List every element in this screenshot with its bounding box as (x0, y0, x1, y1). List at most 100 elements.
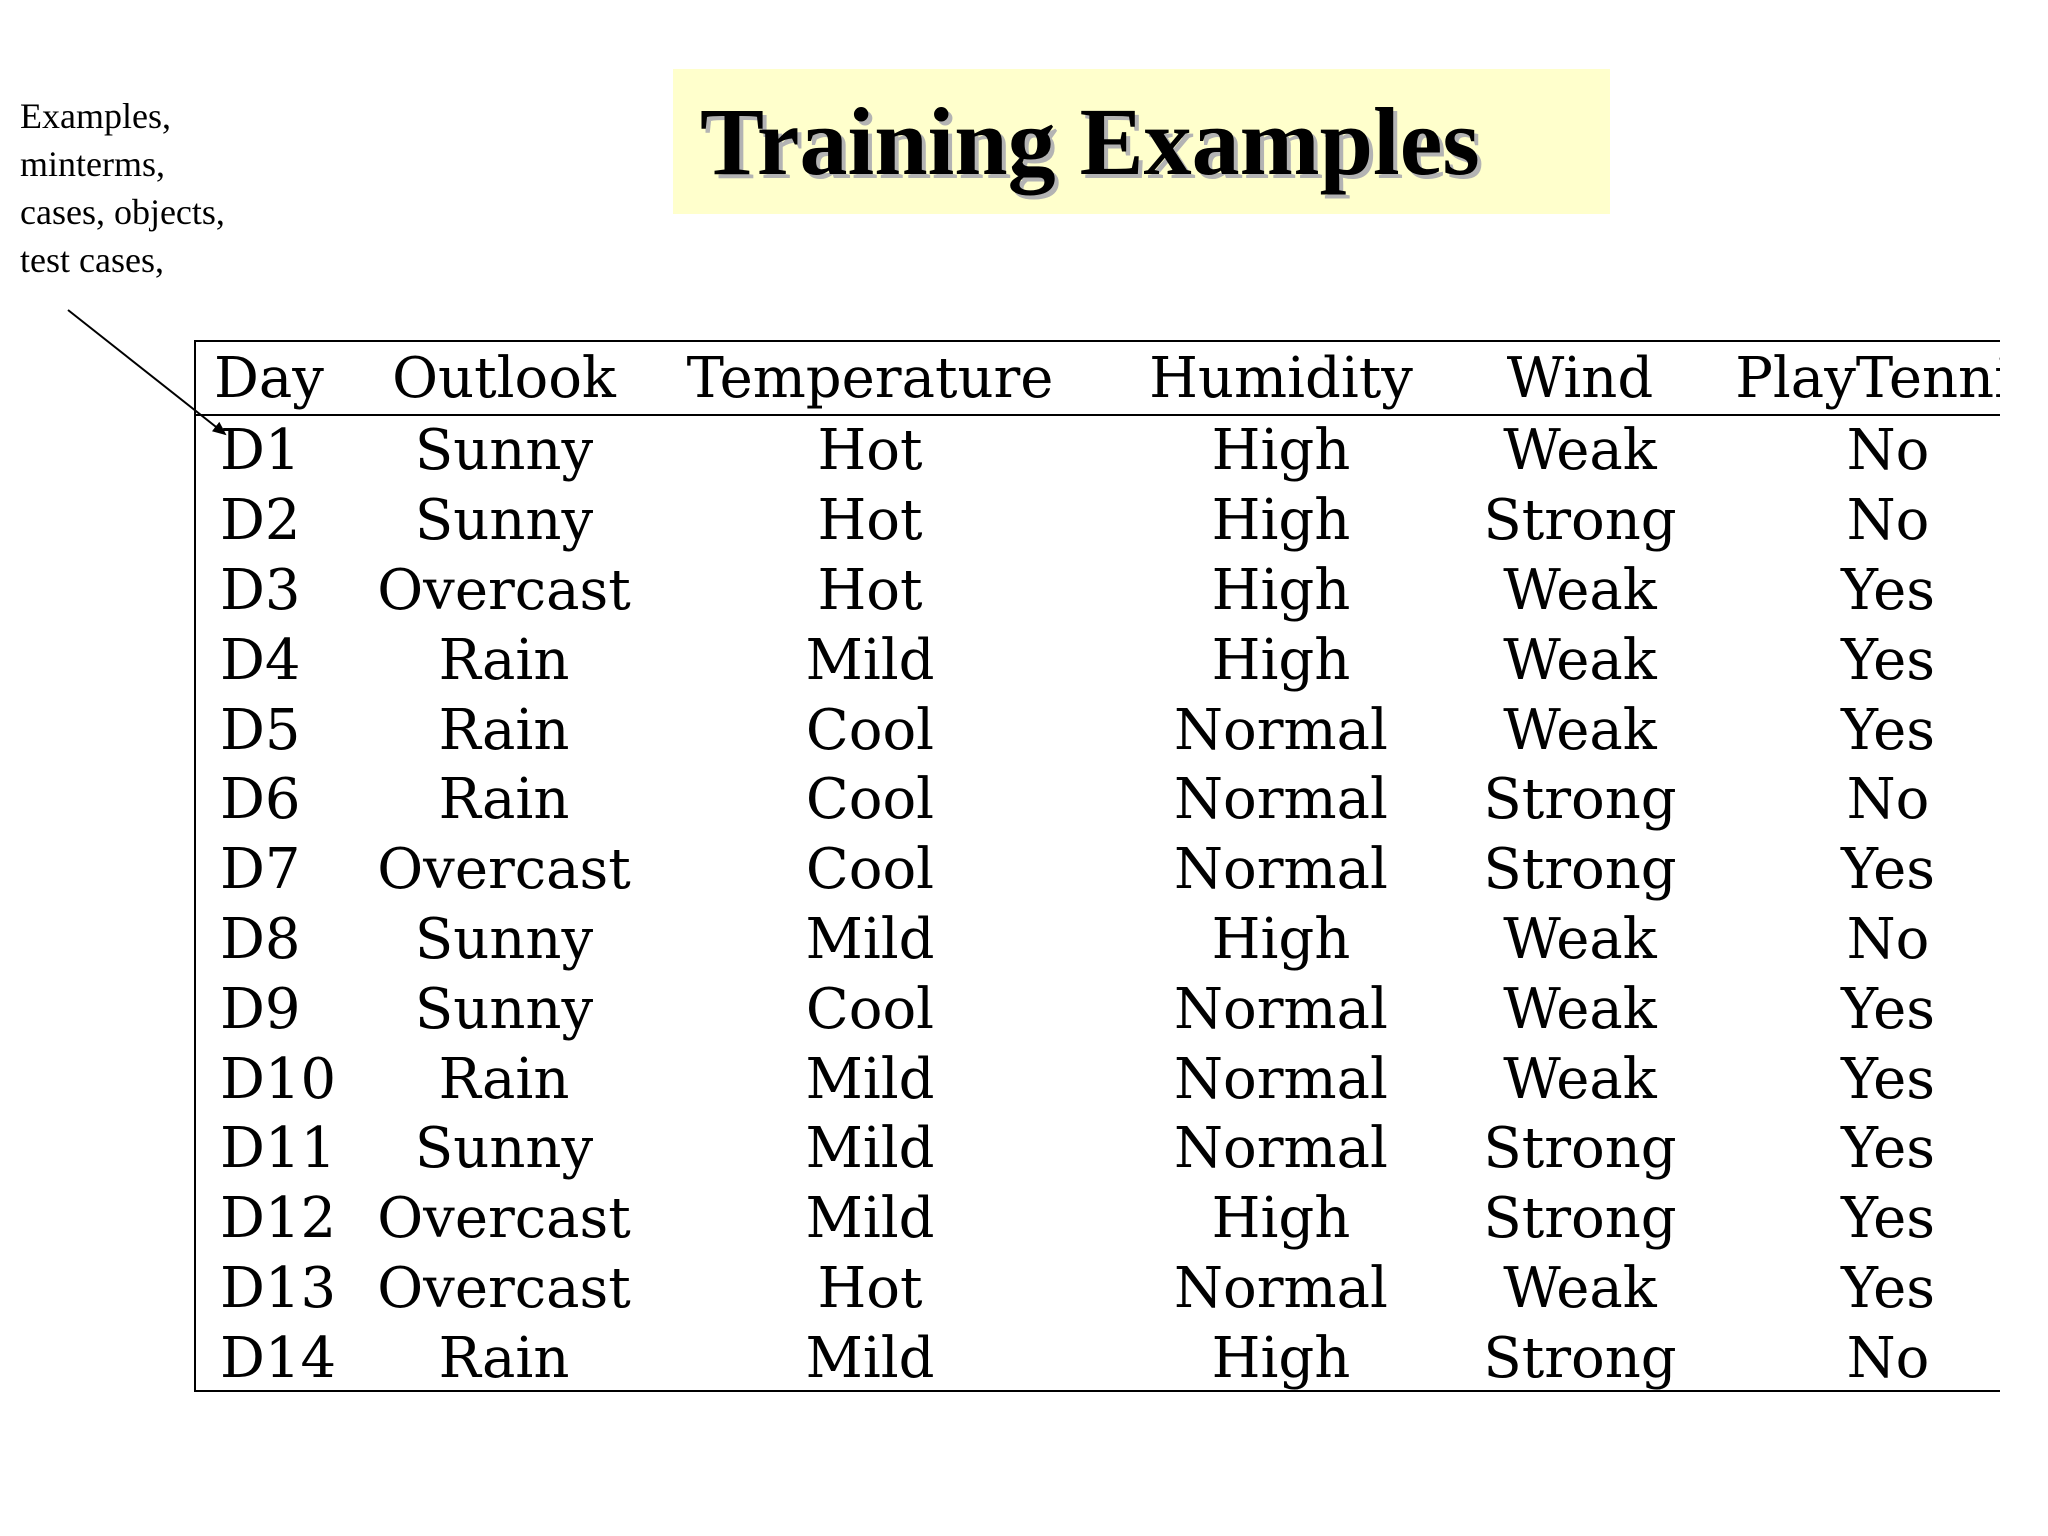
cell-outlook: Sunny (414, 906, 594, 972)
cell-playtennis: Yes (1841, 1186, 1935, 1252)
annotation-note: Examples, minterms, cases, objects, test… (20, 92, 320, 284)
cell-outlook: Overcast (377, 1186, 631, 1252)
cell-outlook: Rain (438, 1046, 570, 1112)
cell-playtennis: Yes (1841, 1046, 1935, 1112)
cell-temperature: Mild (805, 627, 935, 693)
cell-outlook: Sunny (414, 976, 594, 1042)
cell-playtennis: Yes (1841, 1116, 1935, 1182)
table-row: D11 Sunny Mild Normal Strong Yes (196, 1114, 2000, 1184)
cell-humidity: High (1211, 1186, 1351, 1252)
cell-day: D11 (220, 1116, 337, 1182)
cell-outlook: Sunny (414, 1116, 594, 1182)
cell-wind: Strong (1483, 1325, 1677, 1391)
cell-temperature: Hot (817, 1255, 923, 1321)
cell-humidity: Normal (1174, 976, 1388, 1042)
cell-day: D10 (220, 1046, 337, 1112)
table-row: D9 Sunny Cool Normal Weak Yes (196, 974, 2000, 1044)
cell-humidity: Normal (1174, 767, 1388, 833)
cell-temperature: Cool (805, 767, 935, 833)
cell-humidity: Normal (1174, 1046, 1388, 1112)
cell-wind: Weak (1503, 1046, 1657, 1112)
cell-wind: Weak (1503, 418, 1657, 484)
cell-playtennis: No (1846, 1325, 1930, 1391)
cell-day: D6 (220, 767, 301, 833)
cell-playtennis: No (1846, 418, 1930, 484)
cell-temperature: Hot (817, 557, 923, 623)
cell-temperature: Cool (805, 976, 935, 1042)
header-outlook: Outlook (392, 345, 616, 411)
cell-temperature: Mild (805, 906, 935, 972)
table-body: D1 Sunny Hot High Weak No D2 Sunny Hot H… (196, 416, 2000, 1391)
cell-playtennis: No (1846, 906, 1930, 972)
cell-day: D5 (220, 697, 301, 763)
header-playtennis: PlayTennis (1735, 345, 2000, 411)
cell-wind: Strong (1483, 488, 1677, 554)
cell-temperature: Cool (805, 837, 935, 903)
annotation-line: test cases, (20, 240, 164, 280)
cell-wind: Strong (1483, 1116, 1677, 1182)
cell-wind: Strong (1483, 1186, 1677, 1252)
cell-outlook: Overcast (377, 557, 631, 623)
cell-humidity: High (1211, 906, 1351, 972)
cell-wind: Weak (1503, 627, 1657, 693)
cell-outlook: Rain (438, 767, 570, 833)
cell-temperature: Mild (805, 1325, 935, 1391)
cell-humidity: High (1211, 418, 1351, 484)
cell-outlook: Rain (438, 697, 570, 763)
table-row: D7 Overcast Cool Normal Strong Yes (196, 835, 2000, 905)
cell-wind: Weak (1503, 557, 1657, 623)
cell-humidity: High (1211, 488, 1351, 554)
cell-outlook: Sunny (414, 488, 594, 554)
cell-day: D8 (220, 906, 301, 972)
cell-temperature: Mild (805, 1116, 935, 1182)
table-row: D6 Rain Cool Normal Strong No (196, 765, 2000, 835)
table-row: D12 Overcast Mild High Strong Yes (196, 1184, 2000, 1254)
cell-day: D3 (220, 557, 301, 623)
cell-playtennis: Yes (1841, 557, 1935, 623)
cell-outlook: Rain (438, 1325, 570, 1391)
table-row: D1 Sunny Hot High Weak No (196, 416, 2000, 486)
cell-playtennis: No (1846, 767, 1930, 833)
annotation-line: cases, objects, (20, 192, 225, 232)
cell-playtennis: Yes (1841, 1255, 1935, 1321)
table-row: D3 Overcast Hot High Weak Yes (196, 556, 2000, 626)
table-row: D2 Sunny Hot High Strong No (196, 486, 2000, 556)
table-header: Day Outlook Temperature Humidity Wind Pl… (196, 342, 2000, 416)
table-row: D10 Rain Mild Normal Weak Yes (196, 1044, 2000, 1114)
cell-day: D7 (220, 837, 301, 903)
annotation-line: Examples, (20, 96, 171, 136)
cell-outlook: Rain (438, 627, 570, 693)
cell-temperature: Cool (805, 697, 935, 763)
cell-humidity: Normal (1174, 697, 1388, 763)
training-examples-table: Day Outlook Temperature Humidity Wind Pl… (194, 340, 2000, 1392)
cell-day: D2 (220, 488, 301, 554)
cell-humidity: High (1211, 1325, 1351, 1391)
cell-day: D13 (220, 1255, 337, 1321)
cell-humidity: Normal (1174, 1116, 1388, 1182)
annotation-line: minterms, (20, 144, 165, 184)
table-row: D13 Overcast Hot Normal Weak Yes (196, 1254, 2000, 1324)
page-title: Training Examples (700, 88, 1480, 195)
cell-outlook: Overcast (377, 1255, 631, 1321)
cell-playtennis: Yes (1841, 627, 1935, 693)
cell-playtennis: No (1846, 488, 1930, 554)
cell-humidity: Normal (1174, 1255, 1388, 1321)
cell-humidity: High (1211, 557, 1351, 623)
cell-day: D4 (220, 627, 301, 693)
table-row: D4 Rain Mild High Weak Yes (196, 625, 2000, 695)
header-temperature: Temperature (686, 345, 1054, 411)
cell-temperature: Hot (817, 418, 923, 484)
cell-humidity: High (1211, 627, 1351, 693)
table-row: D8 Sunny Mild High Weak No (196, 905, 2000, 975)
cell-outlook: Sunny (414, 418, 594, 484)
cell-wind: Weak (1503, 906, 1657, 972)
cell-wind: Weak (1503, 1255, 1657, 1321)
table-row: D5 Rain Cool Normal Weak Yes (196, 695, 2000, 765)
cell-day: D14 (220, 1325, 337, 1391)
title-banner: Training Examples (673, 69, 1610, 214)
cell-temperature: Mild (805, 1046, 935, 1112)
cell-day: D9 (220, 976, 301, 1042)
header-humidity: Humidity (1149, 345, 1413, 411)
cell-day: D12 (220, 1186, 337, 1252)
cell-humidity: Normal (1174, 837, 1388, 903)
